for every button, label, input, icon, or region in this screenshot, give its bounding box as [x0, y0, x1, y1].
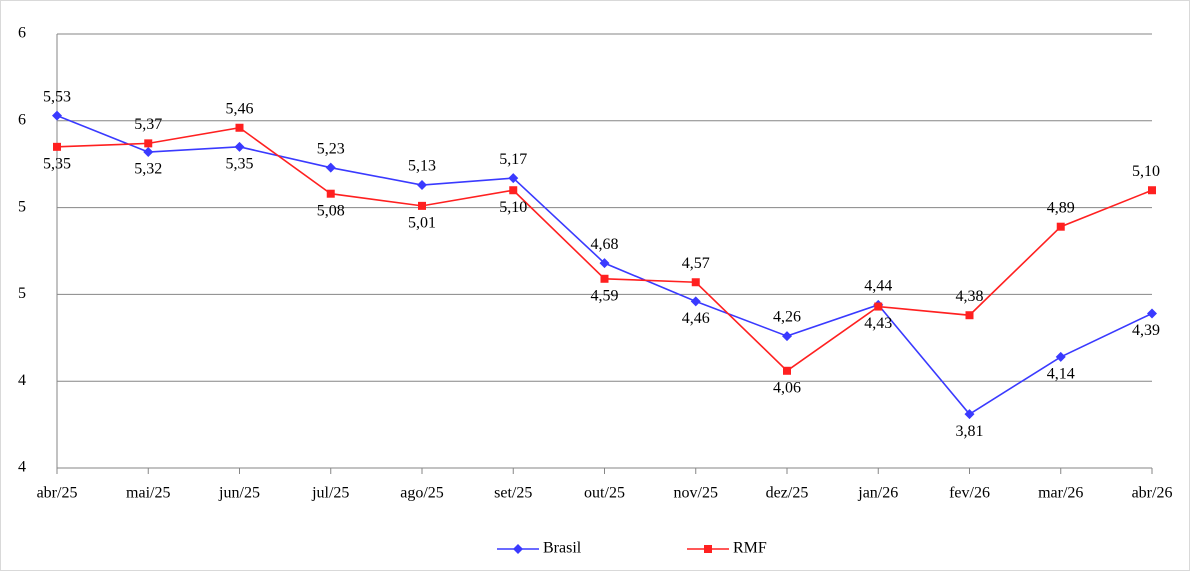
- data-point: [144, 139, 153, 148]
- x-tick-label: out/25: [584, 485, 625, 502]
- data-label: 5,17: [499, 151, 527, 168]
- data-point: [325, 162, 336, 173]
- data-point: [1148, 186, 1156, 195]
- x-tick-label: mai/25: [126, 485, 170, 502]
- data-label: 4,44: [864, 277, 892, 294]
- x-tick-label: ago/25: [400, 485, 444, 502]
- y-tick-label: 6: [18, 111, 26, 128]
- x-tick-label: mar/26: [1038, 485, 1083, 502]
- data-point: [599, 258, 610, 269]
- data-label: 5,32: [134, 161, 162, 178]
- data-point: [1055, 351, 1066, 362]
- data-point: [874, 302, 883, 311]
- data-label: 5,35: [43, 156, 71, 173]
- data-point: [508, 173, 519, 184]
- legend-marker: [513, 544, 523, 554]
- x-tick-label: jul/25: [311, 485, 349, 502]
- data-point: [417, 180, 427, 191]
- x-tick-label: abr/26: [1132, 485, 1173, 502]
- y-tick-label: 6: [18, 25, 26, 42]
- data-point: [782, 331, 792, 342]
- data-label: 4,46: [682, 310, 710, 327]
- data-label: 5,08: [317, 202, 345, 219]
- x-tick-label: fev/26: [949, 485, 990, 502]
- legend-label: Brasil: [543, 540, 582, 557]
- data-label: 4,68: [591, 236, 619, 253]
- y-tick-label: 4: [18, 372, 26, 389]
- data-point: [691, 278, 700, 287]
- data-point: [964, 409, 975, 420]
- data-point: [326, 189, 335, 198]
- data-point: [143, 147, 154, 158]
- data-label: 5,37: [134, 116, 162, 133]
- data-point: [509, 186, 518, 195]
- data-point: [690, 296, 701, 307]
- data-point: [783, 366, 791, 375]
- data-label: 4,39: [1132, 322, 1160, 339]
- data-point: [1147, 308, 1157, 319]
- legend-label: RMF: [733, 540, 767, 557]
- x-tick-label: set/25: [494, 485, 532, 502]
- data-label: 5,46: [226, 100, 254, 117]
- data-point: [418, 201, 426, 210]
- y-tick-label: 4: [18, 459, 26, 476]
- data-label: 5,53: [43, 88, 71, 105]
- data-point: [965, 311, 974, 320]
- data-label: 3,81: [956, 423, 984, 440]
- data-label: 4,43: [864, 315, 892, 332]
- data-point: [235, 123, 244, 132]
- y-tick-label: 5: [18, 285, 26, 302]
- data-point: [52, 110, 62, 121]
- data-label: 5,23: [317, 140, 345, 157]
- data-label: 4,06: [773, 379, 801, 396]
- data-label: 4,14: [1047, 366, 1075, 383]
- data-point: [600, 274, 609, 283]
- data-label: 5,10: [1132, 163, 1160, 180]
- data-label: 5,35: [226, 156, 254, 173]
- data-label: 5,01: [408, 215, 436, 232]
- legend-marker: [704, 545, 712, 553]
- data-label: 4,59: [591, 287, 619, 304]
- x-tick-label: jun/25: [218, 485, 260, 502]
- data-point: [53, 142, 61, 151]
- data-label: 4,57: [682, 255, 710, 272]
- x-tick-label: dez/25: [766, 485, 809, 502]
- x-tick-label: abr/25: [37, 485, 78, 502]
- data-point: [1056, 222, 1065, 231]
- data-label: 4,89: [1047, 199, 1075, 216]
- data-point: [234, 141, 245, 152]
- x-tick-label: jan/26: [857, 485, 898, 502]
- data-label: 5,13: [408, 158, 436, 175]
- data-label: 4,38: [956, 288, 984, 305]
- data-label: 4,26: [773, 309, 801, 326]
- data-label: 5,10: [499, 199, 527, 216]
- x-tick-label: nov/25: [674, 485, 718, 502]
- y-tick-label: 5: [18, 198, 26, 215]
